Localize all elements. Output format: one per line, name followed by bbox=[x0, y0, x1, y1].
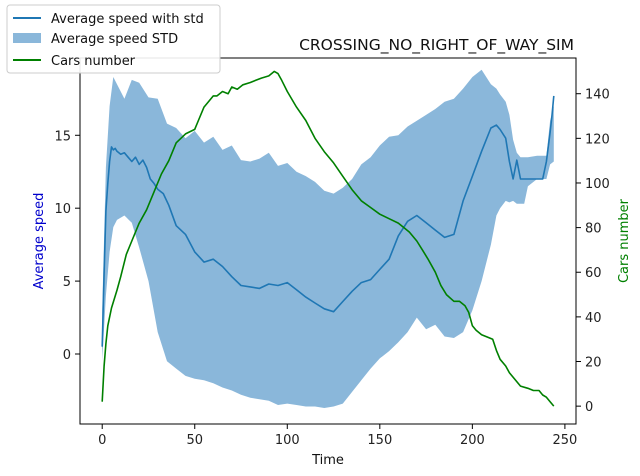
average-speed-line bbox=[101, 95, 555, 347]
speed-std-band bbox=[102, 69, 554, 408]
y-right-tick-label: 40 bbox=[585, 311, 602, 326]
legend-label-std: Average speed STD bbox=[51, 32, 178, 47]
x-tick-label: 0 bbox=[98, 433, 106, 448]
y-left-tick-label: 15 bbox=[54, 129, 71, 144]
x-axis-title: Time bbox=[311, 453, 344, 468]
legend-label-speed: Average speed with std bbox=[51, 12, 204, 27]
right-axis-title: Cars number bbox=[617, 198, 632, 283]
plot-frame bbox=[79, 57, 577, 425]
y-left-tick-label: 10 bbox=[54, 202, 71, 217]
y-axis-left: 0 5 10 15 bbox=[54, 129, 80, 363]
legend-box bbox=[6, 4, 221, 74]
y-right-tick-label: 60 bbox=[585, 266, 602, 281]
series-line-layer bbox=[101, 70, 555, 407]
x-tick-label: 50 bbox=[186, 433, 203, 448]
y-right-tick-label: 140 bbox=[585, 88, 610, 103]
y-left-tick-label: 5 bbox=[63, 275, 71, 290]
y-right-tick-label: 100 bbox=[585, 177, 610, 192]
y-axis-right: 0 20 40 60 80 100 120 140 bbox=[576, 88, 610, 415]
cars-number-line bbox=[101, 70, 555, 407]
x-tick-label: 200 bbox=[460, 433, 485, 448]
left-axis-title: Average speed bbox=[32, 193, 47, 290]
legend-swatch-std bbox=[13, 33, 41, 43]
y-right-tick-label: 80 bbox=[585, 222, 602, 237]
speed-std-band-layer bbox=[102, 69, 554, 408]
legend-label-cars: Cars number bbox=[51, 54, 136, 69]
legend: Average speed with std Average speed STD… bbox=[6, 4, 221, 74]
x-tick-label: 150 bbox=[367, 433, 392, 448]
y-right-tick-label: 0 bbox=[585, 400, 593, 415]
y-left-tick-label: 0 bbox=[63, 348, 71, 363]
chart-title: CROSSING_NO_RIGHT_OF_WAY_SIM bbox=[299, 36, 574, 55]
x-tick-label: 250 bbox=[552, 433, 577, 448]
y-right-tick-label: 20 bbox=[585, 356, 602, 371]
x-axis: 0 50 100 150 200 250 bbox=[98, 424, 577, 448]
y-right-tick-label: 120 bbox=[585, 132, 610, 147]
x-tick-label: 100 bbox=[275, 433, 300, 448]
